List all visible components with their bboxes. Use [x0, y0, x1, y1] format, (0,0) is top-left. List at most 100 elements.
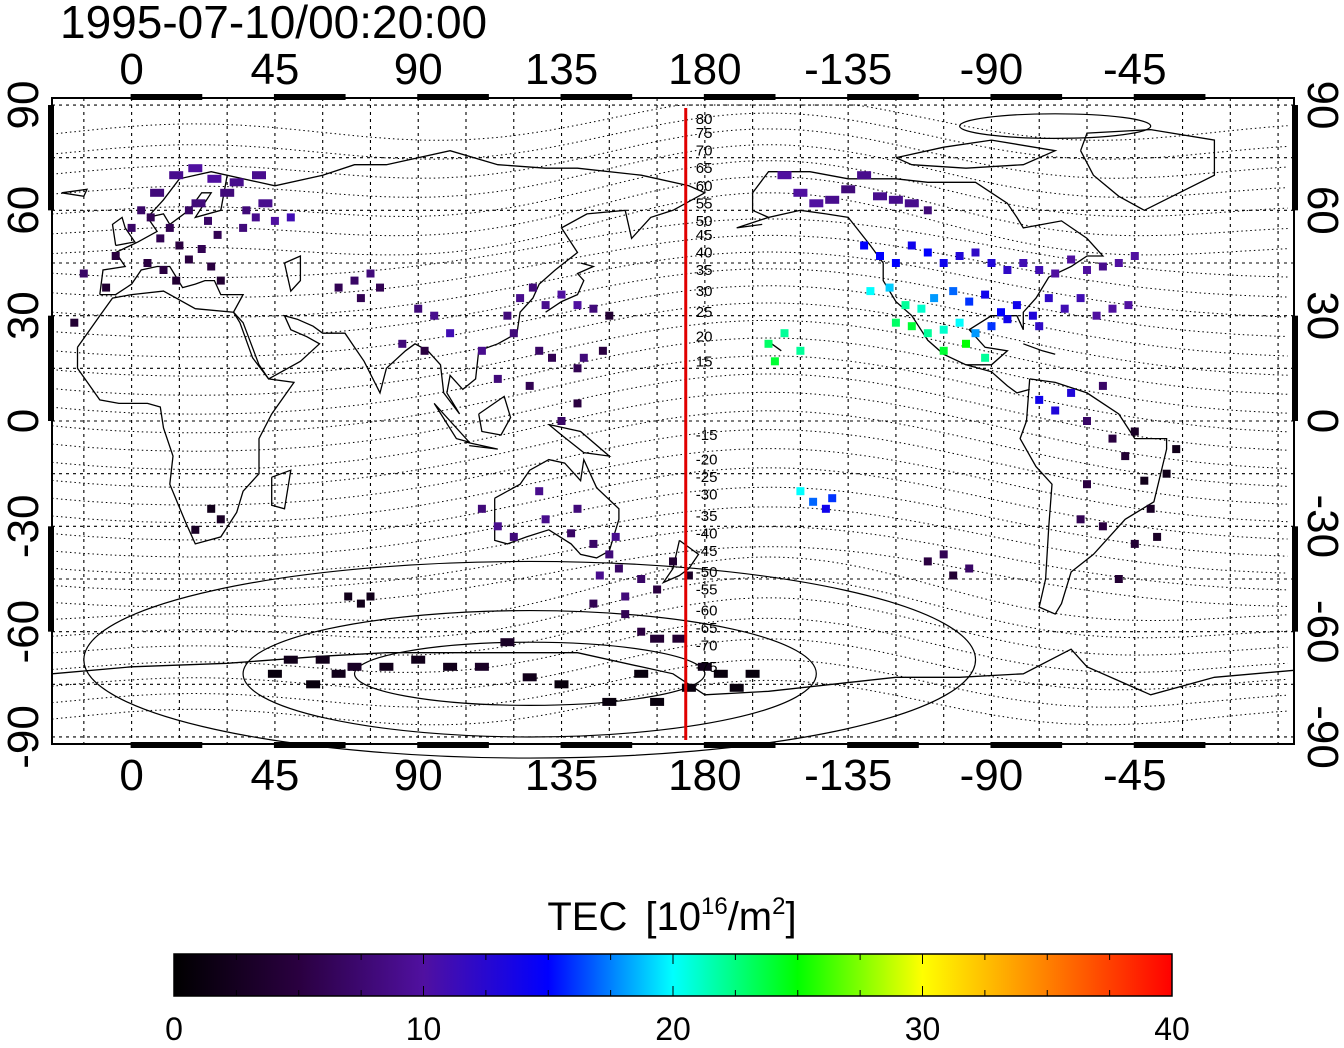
mag-pole-contour [83, 560, 977, 759]
tec-point [1035, 266, 1044, 274]
tec-point [891, 259, 900, 267]
tec-point [672, 634, 687, 643]
tec-point [876, 252, 884, 260]
contour-label: 80 [696, 111, 713, 128]
tec-point [939, 259, 948, 267]
top-tick-bar [847, 94, 919, 100]
coastline-segment [494, 457, 620, 559]
coastlines [51, 128, 1295, 696]
top-tick-bar [560, 94, 633, 100]
tec-point [229, 178, 244, 187]
mag-contour-line [51, 546, 1288, 608]
coastline-segment [1079, 128, 1216, 212]
tec-point [981, 290, 990, 299]
contour-label: 65 [696, 160, 713, 177]
tec-point [102, 283, 111, 292]
tec-point [745, 669, 760, 678]
tec-point [191, 199, 206, 208]
bottom-longitude-ticks: 0 45 90 135 180 -135 -90 -45 [119, 751, 1166, 800]
tec-point [1051, 269, 1060, 278]
tec-point [1035, 322, 1044, 331]
tec-point [589, 304, 598, 313]
coastline-segment [99, 150, 707, 415]
tec-point [1146, 504, 1155, 513]
tec-point [283, 655, 298, 664]
mag-contour-line [51, 285, 1288, 358]
colorbar-title: TEC [1016/m2] [547, 893, 796, 939]
map-panel: 8075706560555045403530252015-15-20-25-30… [0, 45, 1344, 800]
tec-point [885, 283, 894, 292]
tec-point [191, 525, 200, 534]
tec-point [809, 497, 818, 506]
left-tick-bar [48, 315, 54, 421]
tec-point [917, 304, 926, 313]
mag-contour-line [51, 448, 1288, 524]
tec-point [777, 171, 792, 180]
contour-label: 35 [696, 262, 713, 279]
top-lon-tick-label: -135 [804, 45, 892, 94]
tec-point [987, 259, 996, 267]
left-lat-tick-label: 30 [0, 291, 48, 340]
tec-point [1130, 539, 1139, 548]
tec-point [79, 269, 88, 278]
tec-point [891, 318, 900, 327]
contour-label: 15 [696, 353, 713, 370]
tec-point [509, 329, 518, 338]
tec-point [1098, 522, 1107, 531]
tec-point [764, 339, 773, 348]
contour-label: -40 [696, 525, 718, 542]
tec-point [350, 276, 359, 285]
tec-point [1098, 381, 1107, 390]
tec-point [548, 353, 556, 362]
tec-point [1172, 445, 1181, 454]
tec-point [1140, 476, 1149, 485]
tec-point [809, 199, 824, 208]
tec-point [796, 487, 805, 496]
colorbar-tick-label: 10 [406, 1011, 442, 1047]
mag-contour-line [51, 104, 1288, 141]
contour-label: -25 [696, 469, 718, 486]
top-tick-bar [990, 94, 1063, 100]
tec-point [477, 346, 486, 355]
tec-point [573, 399, 582, 408]
mag-pole-contour [242, 609, 817, 738]
tec-point [474, 662, 489, 671]
tec-point [1098, 262, 1107, 271]
colorbar-tick-label: 30 [905, 1011, 941, 1047]
tec-point [650, 697, 665, 706]
coastline-segment [111, 216, 136, 247]
tec-point [525, 381, 534, 390]
tec-point [411, 655, 426, 664]
tec-point [70, 318, 79, 327]
mag-contour-line [51, 234, 1288, 299]
tec-point [684, 571, 693, 580]
tec-point [866, 287, 875, 296]
mag-contour-line [51, 617, 1288, 673]
contour-label: -50 [696, 564, 718, 581]
colorbar-title-text: TEC [547, 895, 627, 939]
tec-point [729, 683, 744, 692]
tec-point [242, 206, 251, 215]
tec-point [1108, 434, 1117, 443]
top-lon-tick-label: 90 [394, 45, 443, 94]
tec-point [923, 206, 932, 215]
mag-contour-line [51, 302, 1288, 377]
tec-point [860, 241, 869, 250]
mag-contour-line [51, 526, 1288, 591]
tec-point [379, 662, 394, 671]
tec-point [1153, 532, 1162, 541]
contour-label: -60 [696, 603, 718, 620]
tec-point [907, 322, 916, 331]
tec-point [598, 346, 607, 355]
tec-point [981, 353, 990, 362]
tec-point [270, 216, 279, 225]
tec-point [366, 269, 375, 278]
tec-point [1092, 311, 1101, 320]
tec-point [949, 287, 958, 296]
tec-point [1003, 315, 1012, 324]
right-lat-tick-label: -60 [1298, 600, 1344, 664]
tec-point [184, 255, 193, 264]
coastline-segment [76, 290, 296, 545]
tec-point [621, 610, 630, 619]
